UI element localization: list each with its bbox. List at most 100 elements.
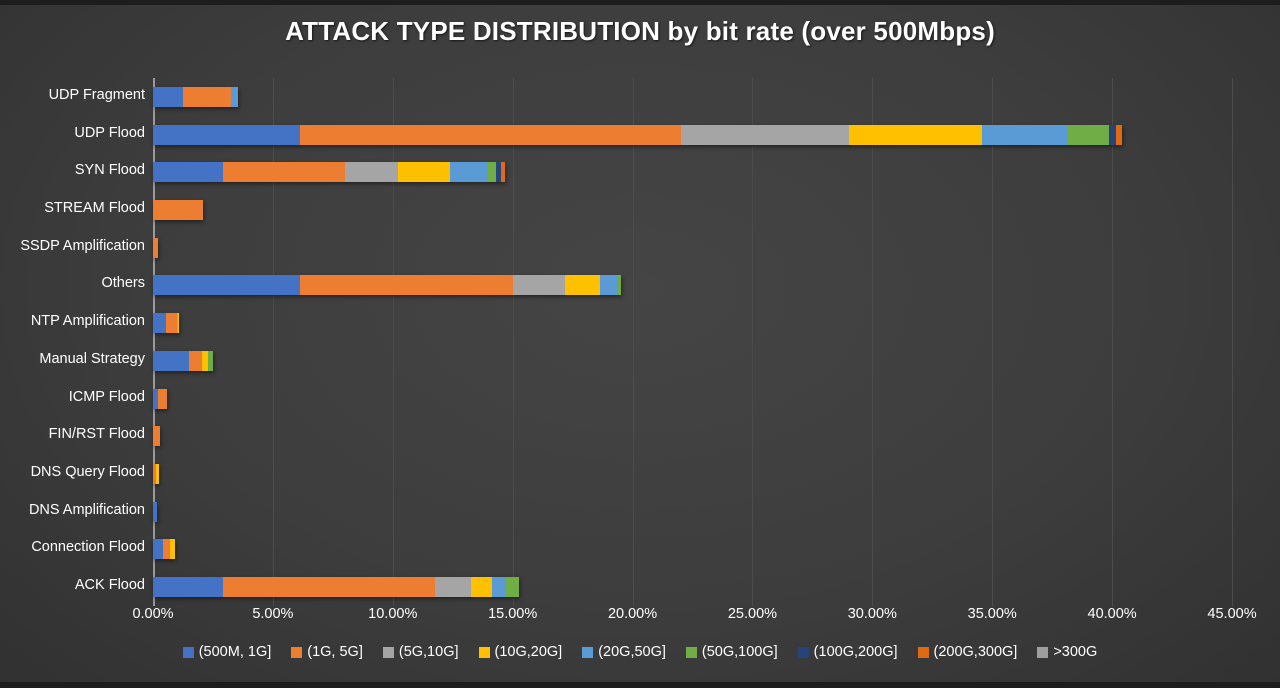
y-axis-label: ACK Flood [74,577,145,594]
stacked-bar[interactable] [153,313,179,334]
bar-segment[interactable] [170,539,176,560]
bar-segment[interactable] [1067,124,1109,145]
bar-segment[interactable] [449,162,488,183]
bar-segment[interactable] [512,275,565,296]
bar-segment[interactable] [599,275,618,296]
bar-segment[interactable] [300,124,681,145]
bar-segment[interactable] [207,350,213,371]
bar-segment[interactable] [153,577,223,598]
bar-segment[interactable] [177,313,179,334]
bar-segment[interactable] [680,124,850,145]
bar-segment[interactable] [182,86,231,107]
legend-swatch-icon [797,646,809,658]
bar-segment[interactable] [500,162,505,183]
gridline [992,78,994,606]
bar-segment[interactable] [153,539,164,560]
bar-segment[interactable] [153,388,159,409]
bar-segment[interactable] [153,501,158,522]
y-axis-label: Connection Flood [31,539,145,556]
plot-container: UDP Fragment UDP Flood SYN Flood STREAM Flo… [0,70,1280,606]
legend-label: (5G,10G] [398,644,459,660]
stacked-bar[interactable] [153,577,519,598]
bar-segment[interactable] [849,124,983,145]
bar-segment[interactable] [982,124,1067,145]
y-axis-label: UDP Fragment [48,86,145,103]
bar-segment[interactable] [158,388,167,409]
gridline [1232,78,1233,606]
bar-segment[interactable] [1108,124,1116,145]
bar-segment[interactable] [153,275,301,296]
legend-item[interactable]: (500M, 1G] [182,645,271,659]
bar-segment[interactable] [153,350,189,371]
stacked-bar[interactable] [153,350,213,371]
stacked-bar[interactable] [153,539,176,560]
bar-segment[interactable] [617,275,621,296]
legend-swatch-icon [382,646,394,658]
bar-segment[interactable] [153,86,183,107]
y-axis-label: FIN/RST Flood [48,426,145,443]
bar-segment[interactable] [505,577,519,598]
bar-segment[interactable] [344,162,398,183]
legend-item[interactable]: (10G,20G] [478,644,563,660]
stacked-bar[interactable] [153,426,160,447]
y-axis-label: DNS Amplification [28,501,145,518]
bar-segment[interactable] [230,86,238,107]
stacked-bar[interactable] [153,237,159,258]
legend-label: (50G,100G] [701,644,778,660]
bar-segment[interactable] [176,313,178,334]
stacked-bar[interactable] [153,124,1122,145]
bar-segment[interactable] [153,313,166,334]
x-axis-tick-label: 5.00% [252,606,294,622]
bar-segment[interactable] [153,200,203,220]
x-axis-tick-label: 40.00% [1087,606,1137,622]
legend-label: (1G, 5G] [307,644,363,660]
bar-segment[interactable] [153,464,157,484]
legend-item[interactable]: (100G,200G] [797,644,898,660]
bar-segment[interactable] [156,464,159,484]
legend-item[interactable]: (200G,300G] [917,645,1017,659]
bar-segment[interactable] [153,162,223,183]
stacked-bar[interactable] [153,162,505,183]
bar-segment[interactable] [495,162,501,183]
bar-segment[interactable] [470,577,492,598]
legend-item[interactable]: (50G,100G] [685,644,778,660]
bar-segment[interactable] [300,275,513,296]
stacked-bar[interactable] [153,275,621,296]
bar-segment[interactable] [222,577,435,598]
x-axis-tick-label: 10.00% [368,606,418,622]
x-axis-tick-label: 15.00% [488,606,538,622]
y-axis-label: Manual Strategy [39,350,145,367]
bar-segment[interactable] [165,313,177,334]
gridline [632,78,634,606]
slide-bottom-border [0,682,1280,688]
bar-segment[interactable] [188,350,202,371]
bar-segment[interactable] [163,539,171,560]
legend-item[interactable]: (20G,50G] [582,645,666,659]
y-axis-label: SSDP Amplification [20,237,145,254]
stacked-bar[interactable] [153,200,203,220]
stacked-bar[interactable] [153,501,158,522]
bar-segment[interactable] [434,577,471,598]
bar-segment[interactable] [397,162,450,183]
bar-segment[interactable] [153,426,160,447]
gridline [752,78,754,606]
bar-segment[interactable] [201,350,208,371]
stacked-bar[interactable] [153,388,167,409]
legend-item[interactable]: >300G [1037,645,1097,659]
legend-label: (10G,20G] [494,644,563,660]
bar-segment[interactable] [153,124,301,145]
legend-item[interactable]: (1G, 5G] [291,645,363,659]
legend-item[interactable]: (5G,10G] [382,644,459,660]
gridline [272,78,274,606]
bar-segment[interactable] [487,162,496,183]
x-axis-tick-label: 30.00% [847,606,897,622]
stacked-bar[interactable] [153,86,238,107]
bar-segment[interactable] [491,577,506,598]
bar-segment[interactable] [1115,124,1122,145]
bar-segment[interactable] [222,162,345,183]
bar-segment[interactable] [153,237,159,258]
stacked-bar[interactable] [153,464,159,484]
bar-segment[interactable] [564,275,600,296]
legend-swatch-icon [291,646,303,658]
legend-label: (100G,200G] [813,644,898,660]
